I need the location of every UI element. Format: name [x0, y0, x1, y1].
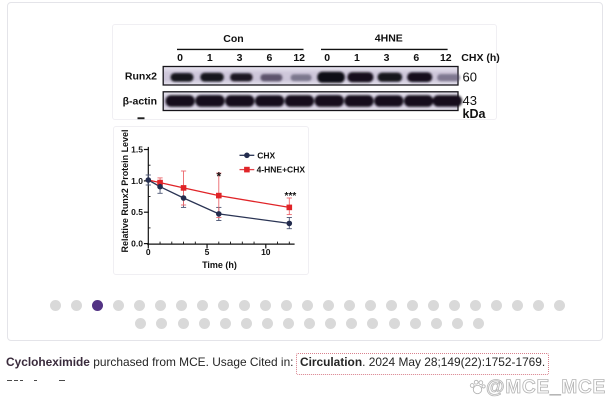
svg-text:***: ***	[285, 191, 297, 202]
svg-text:1: 1	[207, 52, 213, 64]
svg-text:0.5: 0.5	[131, 207, 143, 217]
svg-text:Time (h): Time (h)	[202, 260, 237, 270]
svg-text:1.5: 1.5	[131, 145, 143, 155]
svg-text:0.0: 0.0	[131, 239, 143, 249]
svg-text:4HNE: 4HNE	[375, 33, 403, 45]
svg-text:kDa: kDa	[463, 107, 487, 121]
svg-text:β-actin: β-actin	[123, 95, 157, 107]
svg-text:0: 0	[146, 247, 151, 257]
svg-text:10: 10	[261, 247, 271, 257]
svg-text:12: 12	[293, 52, 305, 64]
svg-text:4-HNE+CHX: 4-HNE+CHX	[257, 165, 306, 175]
svg-text:60: 60	[463, 70, 477, 85]
svg-text:0: 0	[177, 52, 183, 64]
svg-text:6: 6	[266, 52, 272, 64]
svg-text:0: 0	[324, 52, 330, 64]
svg-text:Runx2: Runx2	[125, 71, 157, 83]
svg-text:1.0: 1.0	[131, 176, 143, 186]
svg-text:CHX (h): CHX (h)	[461, 52, 500, 64]
svg-text:Relative Runx2 Protein Level: Relative Runx2 Protein Level	[120, 130, 131, 253]
svg-text:5: 5	[205, 247, 210, 257]
svg-text:43: 43	[463, 93, 477, 108]
svg-text:6: 6	[413, 52, 419, 64]
svg-text:3: 3	[237, 52, 243, 64]
svg-text:3: 3	[384, 52, 390, 64]
svg-text:1: 1	[354, 52, 360, 64]
svg-text:*: *	[216, 169, 221, 183]
svg-text:CHX: CHX	[257, 150, 275, 160]
svg-text:Con: Con	[223, 33, 243, 45]
svg-text:12: 12	[440, 52, 452, 64]
